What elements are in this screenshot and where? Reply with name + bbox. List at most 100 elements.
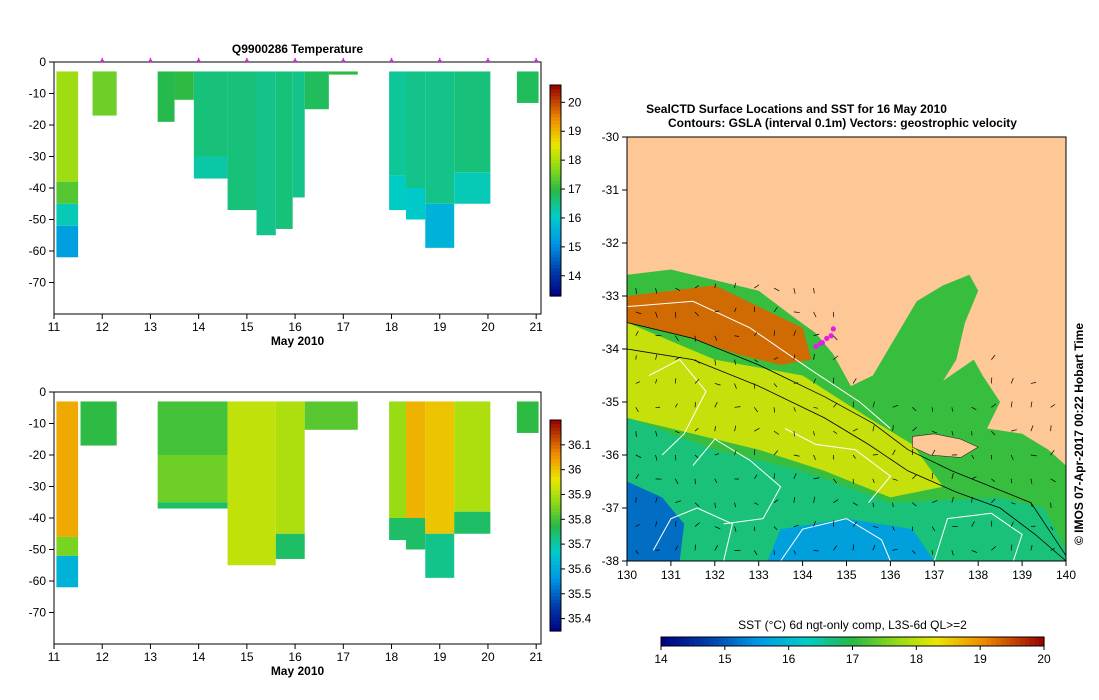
velocity-arrow: [754, 407, 758, 413]
velocity-arrow: [872, 478, 875, 484]
colorbar-segment: [938, 637, 945, 646]
velocity-arrow: [852, 401, 855, 408]
velocity-arrow: [674, 378, 677, 384]
colorbar-segment: [809, 637, 815, 646]
velocity-arrow: [813, 521, 816, 527]
velocity-arrow: [655, 287, 658, 294]
profile-marker-head: [437, 60, 442, 63]
velocity-arrow: [773, 287, 780, 292]
velocity-arrow: [813, 333, 820, 337]
profile-layer: [157, 455, 228, 503]
x-tick-label: 17: [337, 650, 351, 664]
velocity-arrow: [931, 449, 936, 456]
velocity-arrow: [694, 502, 700, 507]
colorbar-segment: [728, 637, 734, 646]
colorbar-segment: [833, 637, 839, 646]
chart-title: Q9900286 Temperature: [232, 42, 364, 56]
velocity-arrow: [635, 355, 637, 360]
profile-marker-head: [293, 60, 298, 63]
colorbar-segment: [550, 162, 561, 167]
velocity-arrow: [793, 524, 799, 527]
velocity-arrow: [931, 472, 934, 479]
velocity-arrow: [675, 287, 681, 291]
colorbar-segment: [550, 201, 561, 206]
velocity-arrow: [675, 356, 681, 360]
colorbar-segment: [550, 578, 561, 583]
profile-10: [516, 401, 539, 433]
colorbar-segment: [550, 208, 561, 213]
profile-13: [425, 71, 455, 248]
colorbar-segment: [1015, 637, 1021, 646]
profile-layer: [56, 225, 79, 258]
colorbar-segment: [550, 176, 561, 181]
velocity-arrow: [872, 502, 875, 508]
velocity-arrow: [773, 499, 779, 503]
colorbar-segment: [550, 539, 561, 544]
velocity-arrow: [674, 545, 678, 551]
y-tick-label: 0: [39, 55, 46, 69]
colorbar-segment: [723, 637, 729, 646]
colorbar-segment: [818, 637, 825, 646]
profile-layer: [454, 71, 491, 173]
profile-layer: [389, 401, 406, 518]
profile-marker-head: [148, 60, 153, 63]
colorbar-segment: [689, 637, 696, 646]
profile-layer: [174, 71, 194, 100]
colorbar: 35.4 35.5 35.6 35.7 35.8 35.9 36 36.1: [549, 419, 592, 632]
velocity-arrow: [991, 478, 996, 482]
profile-layer: [275, 71, 293, 229]
profile-layer: [56, 555, 79, 588]
colorbar-segment: [550, 560, 561, 565]
colorbar-tick-label: 17: [568, 182, 582, 196]
velocity-arrow: [892, 425, 894, 432]
gsla-contour: [784, 428, 892, 504]
profile-5: [304, 401, 358, 430]
colorbar-segment: [550, 427, 561, 432]
colorbar-segment: [550, 472, 561, 477]
x-tick-label: 14: [192, 650, 206, 664]
profile-4: [275, 401, 305, 559]
map-y-tick-label: -32: [602, 236, 620, 250]
colorbar-segment: [866, 637, 873, 646]
gsla-contour: [780, 518, 891, 562]
colorbar-segment: [550, 613, 561, 618]
colorbar-segment: [550, 543, 561, 548]
map-y-tick-label: -38: [602, 554, 620, 568]
colorbar-segment: [550, 483, 561, 488]
map-y-tick-label: -35: [602, 395, 620, 409]
colorbar-segment: [550, 493, 561, 498]
colorbar-tick-label: 18: [568, 153, 582, 167]
velocity-arrow: [971, 521, 975, 527]
velocity-arrow: [714, 310, 720, 313]
velocity-arrow: [734, 359, 736, 365]
velocity-arrow: [714, 401, 718, 408]
colorbar-segment: [550, 623, 561, 629]
sst-colorbar: SST (°C) 6d ngt-only comp, L3S-6d QL>=2 1…: [654, 618, 1051, 666]
colorbar-segment: [1010, 637, 1016, 646]
velocity-arrow: [832, 520, 835, 527]
colorbar-segment: [948, 637, 954, 646]
colorbar-segment: [804, 637, 811, 646]
profile-layer: [405, 71, 426, 188]
x-tick-label: 14: [192, 320, 206, 334]
colorbar-segment: [886, 637, 892, 646]
colorbar-segment: [550, 281, 561, 287]
colorbar-segment: [550, 441, 561, 446]
profile-7: [275, 71, 293, 229]
profile-1: [80, 401, 117, 446]
velocity-arrow: [971, 476, 977, 480]
colorbar-segment: [550, 232, 561, 237]
colorbar-segment: [991, 637, 997, 646]
colorbar-tick-label: 20: [1037, 652, 1051, 666]
velocity-arrow: [694, 454, 699, 459]
velocity-arrow: [793, 330, 797, 336]
map-x-tick-label: 138: [968, 568, 988, 582]
velocity-arrow: [1010, 377, 1014, 384]
profile-4: [193, 71, 228, 179]
colorbar-segment: [670, 637, 676, 646]
x-tick-label: 11: [48, 320, 61, 334]
velocity-arrow: [813, 288, 815, 294]
velocity-arrow: [754, 284, 760, 289]
velocity-arrow: [635, 331, 639, 336]
x-tick-label: 21: [529, 650, 543, 664]
